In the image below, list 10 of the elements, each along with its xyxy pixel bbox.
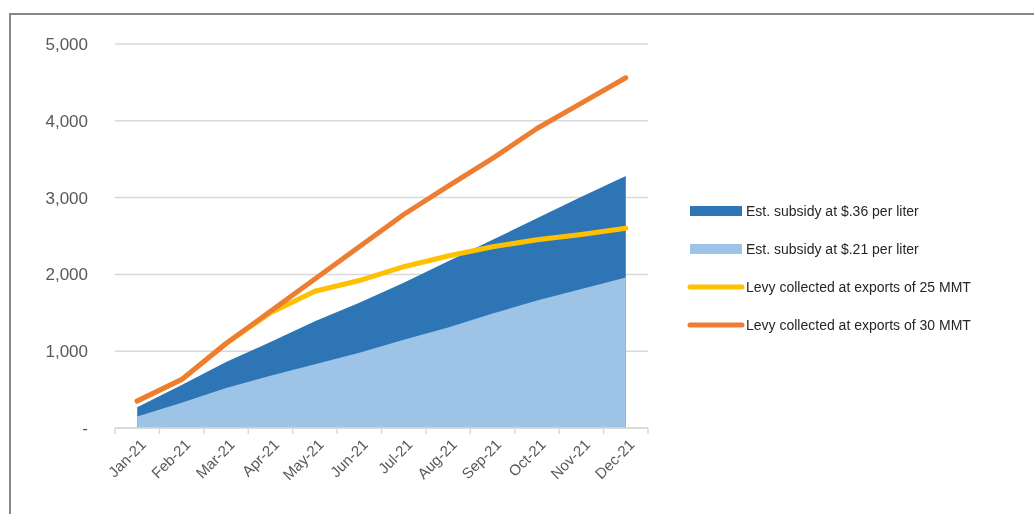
y-tick-label: 5,000 xyxy=(45,34,88,54)
y-tick-label: 4,000 xyxy=(45,111,88,131)
legend-label: Levy collected at exports of 25 MMT xyxy=(746,278,972,295)
y-tick-label: - xyxy=(82,418,88,438)
y-tick-label: 2,000 xyxy=(45,265,88,285)
y-tick-label: 1,000 xyxy=(45,342,88,362)
legend-label: Levy collected at exports of 30 MMT xyxy=(746,316,972,333)
y-tick-label: 3,000 xyxy=(45,188,88,208)
legend-label: Est. subsidy at $.21 per liter xyxy=(746,240,920,257)
legend-label: Est. subsidy at $.36 per liter xyxy=(746,202,920,219)
